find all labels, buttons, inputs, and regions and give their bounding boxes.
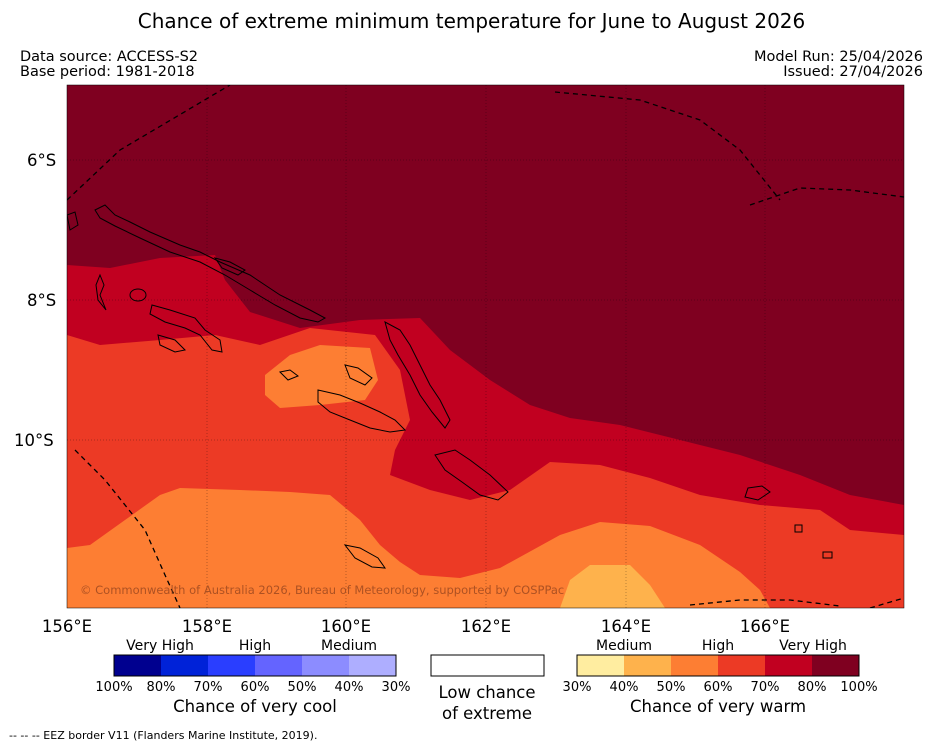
base-period: Base period: 1981-2018: [20, 64, 195, 80]
warm-cat-very-high: Very High: [779, 638, 847, 654]
warm-swatch-2: [624, 655, 671, 676]
meta-left: Data source: ACCESS-S2 Base period: 1981…: [20, 50, 198, 80]
cool-swatch-2: [161, 655, 208, 676]
cool-title: Chance of very cool: [173, 697, 337, 716]
eez-border: [67, 85, 904, 608]
copyright-text: © Commonwealth of Australia 2026, Bureau…: [80, 583, 564, 597]
cool-cat-very-high: Very High: [126, 638, 194, 654]
cool-swatch-1: [114, 655, 161, 676]
warm-tick-100: 100%: [840, 680, 877, 695]
issued-date: Issued: 27/04/2026: [783, 64, 923, 80]
neutral-title-2: of extreme: [442, 704, 532, 723]
cool-tick-100: 100%: [95, 680, 132, 695]
map-frame: [66, 84, 905, 609]
warm-swatch-6: [812, 655, 859, 676]
lon-label-166e: 166°E: [740, 617, 790, 636]
cool-cat-medium: Medium: [321, 638, 377, 654]
cool-swatch-4: [255, 655, 302, 676]
neutral-swatch: [430, 654, 545, 677]
cool-colorbar: Very High High Medium 100% 80% 70% 60% 5…: [95, 638, 410, 716]
warm-tick-60: 60%: [704, 680, 733, 695]
lon-label-162e: 162°E: [461, 617, 511, 636]
lon-label-164e: 164°E: [601, 617, 651, 636]
warm-tick-40: 40%: [610, 680, 639, 695]
field-40-50: [560, 565, 665, 608]
warm-tick-70: 70%: [751, 680, 780, 695]
warm-tick-30: 30%: [563, 680, 592, 695]
neutral-legend: Low chance of extreme: [430, 654, 545, 723]
chart-title: Chance of extreme minimum temperature fo…: [137, 9, 806, 33]
warm-tick-80: 80%: [798, 680, 827, 695]
warm-cat-medium: Medium: [596, 638, 652, 654]
cool-tick-70: 70%: [194, 680, 223, 695]
warm-swatch-4: [718, 655, 765, 676]
lat-label-8s: 8°S: [27, 291, 56, 310]
graticule: [67, 85, 904, 608]
warm-cat-high: High: [702, 638, 734, 654]
warm-title: Chance of very warm: [630, 697, 806, 716]
lon-label-160e: 160°E: [321, 617, 371, 636]
meta-right: Model Run: 25/04/2026 Issued: 27/04/2026: [754, 50, 923, 80]
probability-fields: [67, 85, 904, 608]
warm-colorbar: Medium High Very High 30% 40% 50% 60% 70…: [563, 638, 878, 716]
data-source: Data source: ACCESS-S2: [20, 49, 199, 65]
lat-label-6s: 6°S: [27, 151, 56, 170]
cool-tick-50: 50%: [288, 680, 317, 695]
cool-tick-30: 30%: [382, 680, 411, 695]
warm-swatch-5: [765, 655, 812, 676]
warm-tick-50: 50%: [657, 680, 686, 695]
cool-tick-60: 60%: [241, 680, 270, 695]
cool-swatch-5: [302, 655, 349, 676]
coastlines: [67, 204, 833, 569]
cool-cat-high: High: [239, 638, 271, 654]
lon-label-158e: 158°E: [182, 617, 232, 636]
warm-swatch-1: [577, 655, 624, 676]
cool-swatch-6: [349, 655, 396, 676]
neutral-title-1: Low chance: [438, 683, 535, 702]
warm-swatch-3: [671, 655, 718, 676]
model-run: Model Run: 25/04/2026: [753, 49, 923, 65]
cool-tick-40: 40%: [335, 680, 364, 695]
eez-footnote: -- -- -- EEZ border V11 (Flanders Marine…: [9, 729, 318, 742]
cool-swatch-3: [208, 655, 255, 676]
lon-label-156e: 156°E: [42, 617, 92, 636]
lat-label-10s: 10°S: [14, 431, 54, 450]
field-50-60-pocket: [265, 345, 378, 408]
cool-tick-80: 80%: [147, 680, 176, 695]
